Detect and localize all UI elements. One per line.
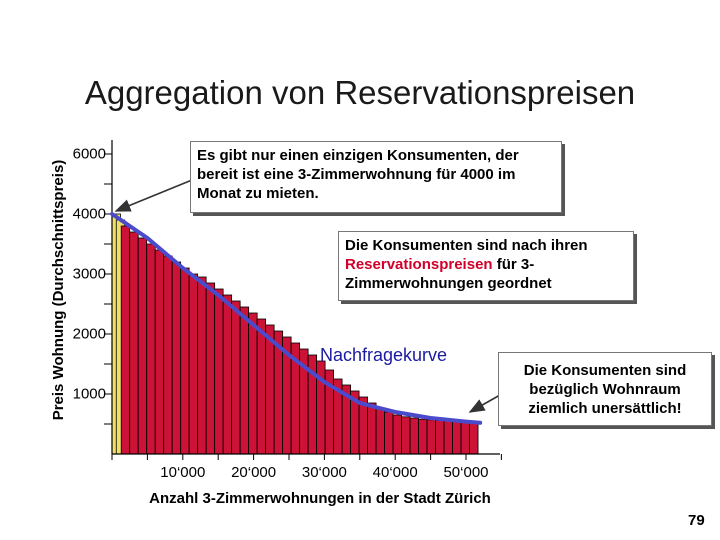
y-tick-label: 3000 xyxy=(72,265,106,283)
y-tick-label: 1000 xyxy=(72,385,106,403)
bar xyxy=(392,414,402,455)
bar xyxy=(239,306,250,455)
annotation-single-consumer: Es gibt nur einen einzigen Konsumenten, … xyxy=(190,141,562,213)
bar xyxy=(435,419,445,455)
y-tick-label: 6000 xyxy=(72,145,106,163)
x-tick-label: 20‘000 xyxy=(231,464,277,481)
y-axis-label: Preis Wohnung (Durchschnittspreis) xyxy=(50,159,67,421)
y-tick-label: 4000 xyxy=(72,205,106,223)
annotation-text-part1: Die Konsumenten sind nach ihren xyxy=(345,237,588,254)
bar xyxy=(137,237,148,455)
bar xyxy=(197,276,207,455)
bar xyxy=(265,324,275,455)
bar xyxy=(460,421,470,455)
x-axis-label: Anzahl 3-Zimmerwohnungen in der Stadt Zü… xyxy=(149,490,491,507)
bar xyxy=(146,243,156,455)
bar xyxy=(171,261,182,455)
demand-curve-label: Nachfragekurve xyxy=(320,345,448,365)
x-tick-label: 50‘000 xyxy=(443,464,489,481)
bars-layer xyxy=(111,213,479,455)
bar xyxy=(180,267,190,455)
arrows-layer xyxy=(114,179,501,413)
bar xyxy=(129,231,139,455)
annotation-insatiable: Die Konsumenten sind bezüglich Wohnraum … xyxy=(498,352,712,426)
curve-layer xyxy=(110,212,483,425)
bar xyxy=(367,402,377,455)
bar xyxy=(401,416,411,455)
demand-curve xyxy=(110,212,483,425)
bar xyxy=(205,282,216,455)
axes-layer xyxy=(104,140,502,460)
arrow-to-first-bar xyxy=(114,179,193,212)
x-tick-label: 40‘000 xyxy=(372,464,418,481)
annotation-ordered-consumers: Die Konsumenten sind nach ihren Reservat… xyxy=(338,231,634,301)
annotation-highlight-word: Reservationspreisen xyxy=(345,256,493,273)
x-tick-label: 10‘000 xyxy=(160,464,206,481)
bar xyxy=(256,318,267,455)
bar xyxy=(231,300,241,455)
bar xyxy=(443,420,453,455)
bar xyxy=(409,417,419,455)
page-number: 79 xyxy=(688,512,705,529)
bar xyxy=(154,249,165,455)
page-title: Aggregation von Reservationspreisen xyxy=(84,74,636,111)
bar xyxy=(222,294,233,455)
bar xyxy=(120,225,131,455)
arrow-to-tail xyxy=(468,394,501,413)
bar xyxy=(384,411,394,455)
bar xyxy=(214,288,224,455)
bar xyxy=(469,422,479,455)
bar xyxy=(426,419,436,455)
bar xyxy=(163,255,173,455)
bar xyxy=(452,421,462,455)
y-tick-label: 2000 xyxy=(72,325,106,343)
bar xyxy=(188,273,199,455)
bar xyxy=(418,418,428,455)
annotation-text-part2: für 3-Zimmerwohnungen geordnet xyxy=(345,256,552,292)
bar xyxy=(375,408,385,455)
x-tick-label: 30‘000 xyxy=(301,464,347,481)
bar xyxy=(248,312,258,455)
